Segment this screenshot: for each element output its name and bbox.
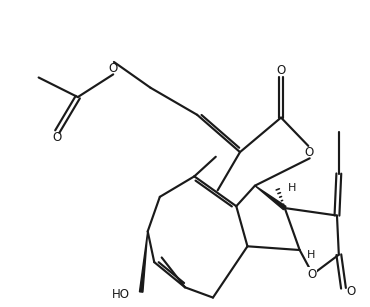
Text: O: O xyxy=(307,268,317,281)
Text: HO: HO xyxy=(112,288,130,301)
Text: O: O xyxy=(346,285,356,298)
Text: O: O xyxy=(276,64,286,77)
Text: H: H xyxy=(307,250,315,260)
Text: O: O xyxy=(53,131,62,144)
Text: H: H xyxy=(288,183,296,192)
Polygon shape xyxy=(255,186,286,210)
Polygon shape xyxy=(139,231,148,292)
Text: O: O xyxy=(108,62,118,75)
Text: O: O xyxy=(305,146,314,159)
